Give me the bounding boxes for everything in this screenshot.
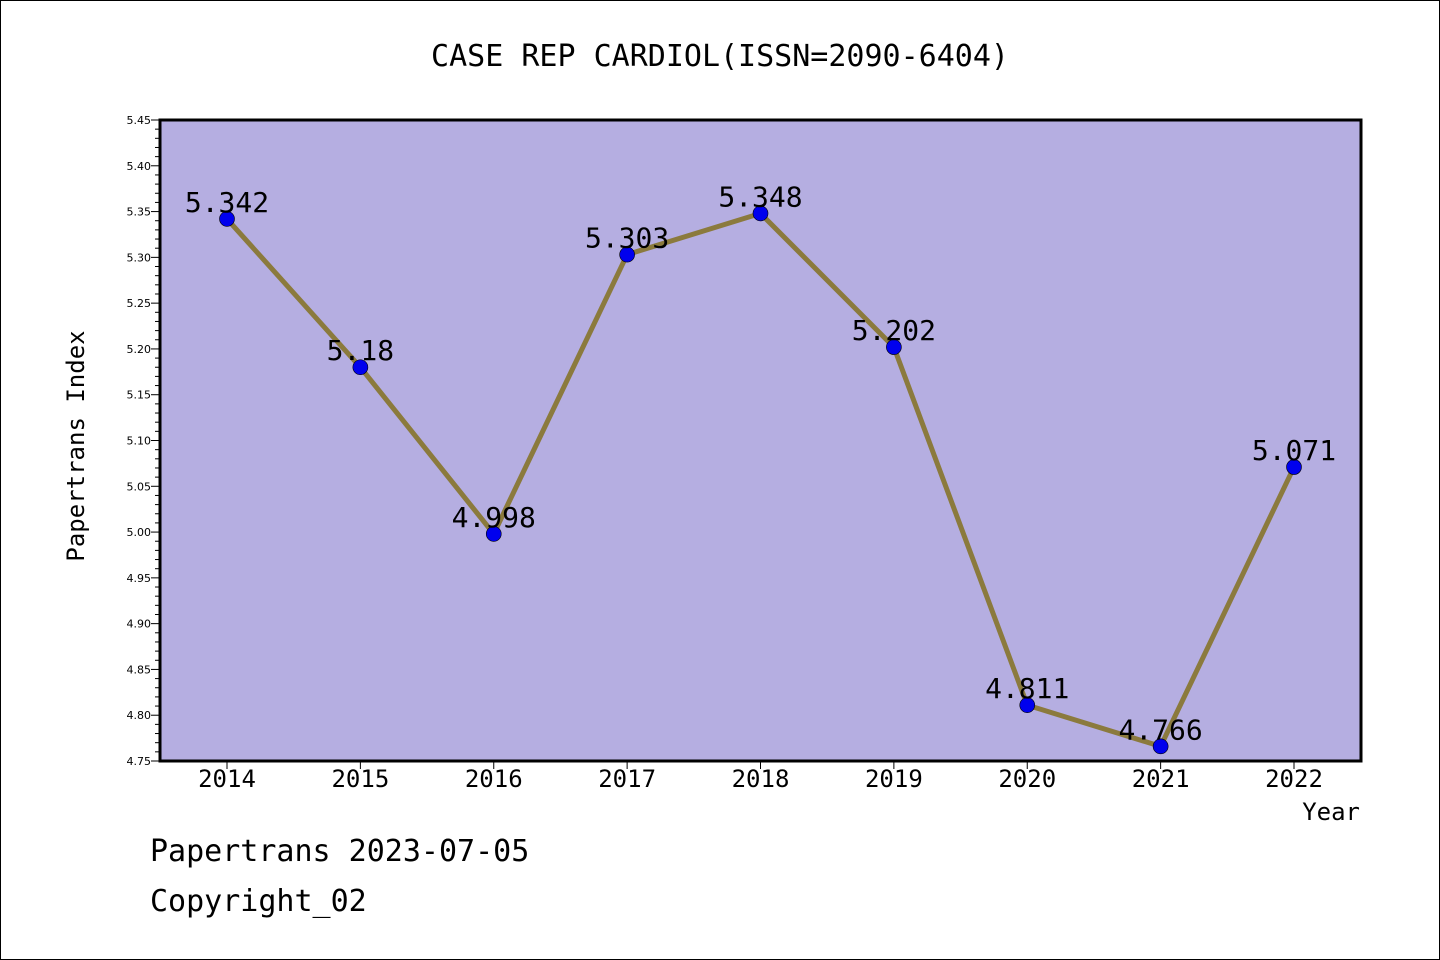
y-tick-label: 4.95 — [127, 572, 152, 585]
x-tick-label: 2017 — [598, 765, 656, 793]
x-tick-label: 2015 — [331, 765, 389, 793]
y-tick-label: 5.25 — [127, 297, 152, 310]
y-tick-label: 5.15 — [127, 389, 152, 402]
data-label: 5.342 — [185, 186, 269, 219]
y-tick-label: 5.45 — [127, 114, 152, 127]
footer-date: Papertrans 2023-07-05 — [150, 834, 530, 869]
footer-copyright: Copyright_02 — [150, 884, 367, 919]
y-tick-label: 5.05 — [127, 480, 152, 493]
x-tick-label: 2020 — [998, 765, 1056, 793]
data-label: 5.303 — [585, 222, 669, 255]
data-point — [485, 526, 502, 542]
data-label: 4.811 — [985, 672, 1069, 705]
x-tick-label: 2016 — [465, 765, 523, 793]
x-tick-label: 2022 — [1265, 765, 1323, 793]
x-axis-title: Year — [1302, 798, 1360, 826]
data-label: 5.071 — [1252, 434, 1336, 467]
data-point — [752, 205, 769, 222]
data-label: 5.348 — [718, 180, 802, 213]
data-label: 4.766 — [1118, 713, 1202, 746]
x-tick-label: 2014 — [198, 765, 256, 793]
data-label: 5.202 — [852, 314, 936, 347]
data-point — [1152, 738, 1169, 755]
data-point — [352, 359, 369, 376]
y-tick-label: 5.20 — [127, 343, 152, 356]
y-tick-label: 5.10 — [127, 435, 152, 448]
chart-title: CASE REP CARDIOL(ISSN=2090-6404) — [431, 39, 1009, 74]
data-point — [1019, 697, 1036, 713]
y-axis-title: Papertrans Index — [62, 330, 90, 561]
x-tick-label: 2018 — [732, 765, 790, 793]
data-label: 4.998 — [452, 501, 536, 534]
data-point — [1286, 459, 1302, 475]
y-tick-label: 4.90 — [127, 618, 152, 631]
y-tick-label: 4.80 — [127, 709, 152, 722]
y-tick-label: 5.40 — [127, 160, 152, 173]
x-axis: 2014 2015 2016 2017 2018 2019 2020 2021 2022 — [198, 761, 1323, 793]
plot-area — [160, 120, 1361, 761]
series-layer: 5.342 5.18 4.998 5.303 5.348 5.202 4.811 4.766 5… — [185, 180, 1336, 755]
x-tick-label: 2019 — [865, 765, 923, 793]
y-tick-label: 5.00 — [127, 526, 152, 539]
y-tick-label: 4.75 — [127, 755, 152, 768]
x-tick-label: 2021 — [1132, 765, 1190, 793]
data-point — [619, 246, 635, 263]
data-point — [886, 339, 902, 355]
y-axis: 4.75 4.80 4.85 4.90 4.95 5.00 5.05 5.10 5.15 5.20… — [127, 114, 160, 768]
plot-border — [158, 118, 1363, 763]
data-label: 5.18 — [327, 334, 394, 367]
y-tick-label: 5.35 — [127, 206, 152, 219]
y-tick-label: 4.85 — [127, 663, 152, 676]
y-tick-label: 5.30 — [127, 251, 152, 264]
data-point — [219, 211, 235, 227]
